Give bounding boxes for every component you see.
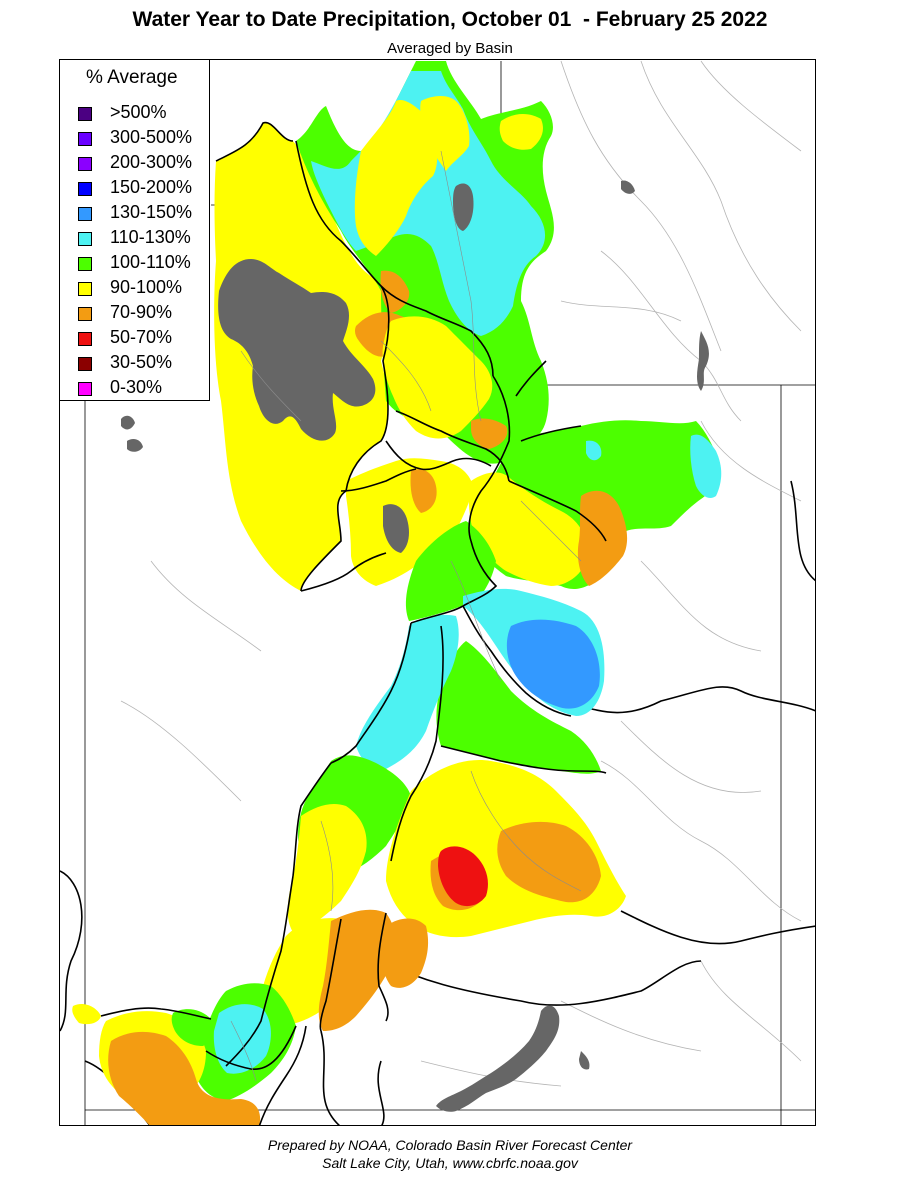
legend-label: 200-300% xyxy=(110,152,193,172)
legend-swatch xyxy=(78,107,92,121)
legend: % Average >500% 300-500% 200-300% 150-20… xyxy=(59,59,210,401)
legend-swatch xyxy=(78,257,92,271)
map-title: Water Year to Date Precipitation, Octobe… xyxy=(132,8,768,31)
legend-label: 70-90% xyxy=(110,302,173,322)
legend-label: 300-500% xyxy=(110,127,193,147)
legend-label: 130-150% xyxy=(110,202,193,222)
credit: Prepared by NOAA, Colorado Basin River F… xyxy=(0,1136,900,1172)
legend-swatch xyxy=(78,207,92,221)
legend-label: 50-70% xyxy=(110,327,173,347)
internal-rivers xyxy=(230,150,582,1082)
legend-label: 150-200% xyxy=(110,177,193,197)
legend-label: >500% xyxy=(110,102,167,122)
legend-swatch xyxy=(78,382,92,396)
credit-line-2: Salt Lake City, Utah, www.cbrfc.noaa.gov xyxy=(322,1155,578,1171)
basin-outlines xyxy=(100,121,607,1125)
credit-line-1: Prepared by NOAA, Colorado Basin River F… xyxy=(267,1137,633,1153)
legend-swatch xyxy=(78,357,92,371)
legend-label: 100-110% xyxy=(110,252,191,272)
legend-swatch xyxy=(78,182,92,196)
rivers xyxy=(120,60,802,1087)
legend-swatch xyxy=(78,157,92,171)
legend-swatch xyxy=(78,307,92,321)
legend-label: 90-100% xyxy=(110,277,183,297)
map-subtitle: Averaged by Basin xyxy=(387,40,513,57)
outer-basin-outlines xyxy=(60,480,815,1125)
legend-swatch xyxy=(78,282,92,296)
legend-title: % Average xyxy=(86,67,178,88)
no-data-areas xyxy=(121,180,709,1112)
legend-label: 30-50% xyxy=(110,352,173,372)
legend-label: 110-130% xyxy=(110,227,191,247)
legend-label: 0-30% xyxy=(110,377,163,397)
legend-swatch xyxy=(78,232,92,246)
precipitation-map xyxy=(60,60,815,1125)
legend-swatch xyxy=(78,332,92,346)
legend-swatch xyxy=(78,132,92,146)
